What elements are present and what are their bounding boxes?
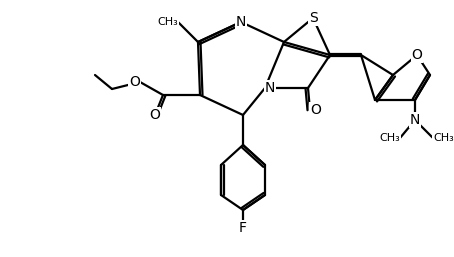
Text: O: O [412,48,422,62]
Text: F: F [239,221,247,235]
Text: N: N [410,113,420,127]
Text: CH₃: CH₃ [379,133,400,143]
Text: S: S [309,11,317,25]
Text: N: N [265,81,276,95]
Text: CH₃: CH₃ [157,17,178,27]
Text: N: N [236,15,246,29]
Text: O: O [310,103,321,117]
Text: O: O [149,108,160,122]
Text: CH₃: CH₃ [433,133,454,143]
Text: O: O [129,75,140,89]
